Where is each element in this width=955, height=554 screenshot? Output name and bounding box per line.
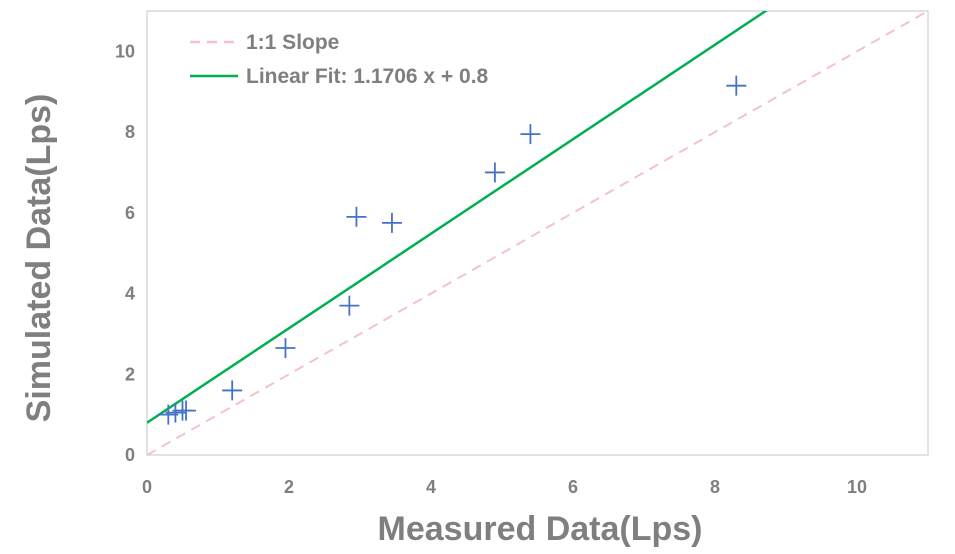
lines-layer	[147, 11, 928, 455]
x-tick-label: 6	[568, 477, 578, 497]
data-point	[726, 75, 747, 96]
x-axis-title: Measured Data(Lps)	[378, 510, 703, 548]
y-tick-label: 2	[125, 364, 135, 384]
legend-label-one-to-one: 1:1 Slope	[246, 31, 339, 54]
data-point	[484, 162, 505, 183]
data-point	[176, 400, 197, 421]
x-tick-label: 4	[426, 477, 436, 497]
x-tick-label: 0	[142, 477, 152, 497]
y-tick-label: 8	[125, 122, 135, 142]
data-point	[381, 212, 402, 233]
linear-fit-line	[147, 11, 768, 424]
x-tick-label: 8	[710, 477, 720, 497]
plot-frame	[146, 10, 929, 456]
x-tick-labels: 0 2 4 6 8 10	[142, 477, 867, 497]
x-tick-label: 2	[284, 477, 294, 497]
y-tick-label: 4	[125, 284, 135, 304]
legend-label-linear-fit: Linear Fit: 1.1706 x + 0.8	[246, 65, 489, 88]
x-tick-label: 10	[847, 477, 867, 497]
data-point	[222, 380, 243, 401]
y-axis-title: Simulated Data(Lps)	[20, 94, 58, 423]
y-tick-label: 10	[115, 41, 135, 61]
y-tick-label: 6	[125, 203, 135, 223]
data-point	[275, 338, 296, 359]
data-point	[346, 206, 367, 227]
one-to-one-line	[147, 11, 928, 455]
y-tick-label: 0	[125, 445, 135, 465]
legend: 1:1 Slope Linear Fit: 1.1706 x + 0.8	[190, 31, 489, 88]
points-layer	[158, 75, 747, 425]
data-point	[520, 124, 541, 145]
y-tick-labels: 0 2 4 6 8 10	[115, 41, 135, 465]
data-point	[339, 295, 360, 316]
